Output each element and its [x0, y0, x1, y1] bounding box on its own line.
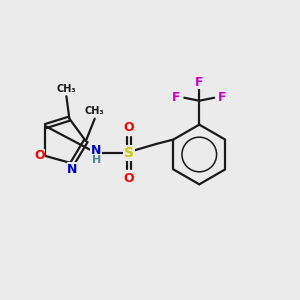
Text: H: H — [92, 155, 101, 166]
Text: N: N — [67, 163, 77, 176]
Text: S: S — [124, 146, 134, 160]
Text: CH₃: CH₃ — [85, 106, 105, 116]
Text: N: N — [91, 143, 101, 157]
Text: F: F — [218, 91, 226, 104]
Text: O: O — [124, 122, 134, 134]
Text: CH₃: CH₃ — [57, 84, 76, 94]
Text: O: O — [34, 149, 45, 163]
Text: F: F — [195, 76, 203, 89]
Text: F: F — [172, 91, 181, 104]
Text: O: O — [124, 172, 134, 184]
